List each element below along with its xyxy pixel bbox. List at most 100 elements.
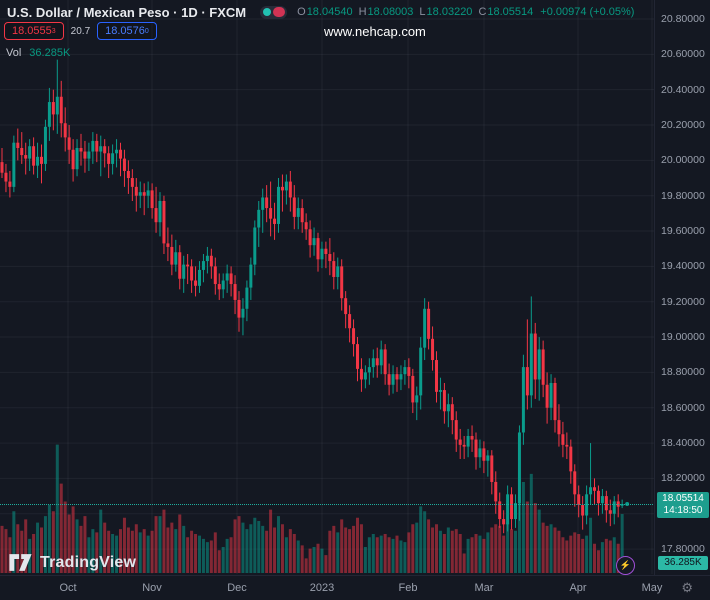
volume-bar	[213, 532, 217, 573]
candle-body	[510, 494, 514, 520]
sell-bid-button[interactable]: 18.0555 3	[4, 22, 64, 40]
volume-bar	[36, 522, 40, 573]
candle-body	[296, 208, 300, 217]
candle-body	[419, 347, 423, 396]
volume-bar	[569, 535, 573, 573]
candle-body	[596, 490, 600, 504]
volume-bar	[284, 537, 288, 573]
volume-bar	[4, 529, 8, 573]
candle-body	[170, 246, 174, 265]
volume-bar	[99, 509, 103, 573]
volume-bar	[209, 540, 213, 573]
candle-body	[431, 338, 435, 361]
buy-ask-button[interactable]: 18.0576 0	[97, 22, 157, 40]
volume-bar	[24, 519, 28, 573]
gear-icon[interactable]: ⚙	[681, 580, 693, 595]
candle-body	[537, 349, 541, 380]
volume-bar	[585, 535, 589, 573]
volume-bar	[383, 534, 387, 573]
candle-body	[391, 374, 395, 385]
candle-body	[130, 178, 134, 187]
volume-bar	[20, 530, 24, 573]
volume-bar	[40, 527, 43, 573]
time-axis[interactable]: ⚙ Oct Nov Dec 2023 Feb Mar Apr May	[0, 575, 710, 600]
candle-body	[379, 349, 383, 366]
candle-body	[126, 170, 130, 179]
candle-body	[273, 218, 277, 224]
tradingview-logo-link[interactable]: TradingView	[8, 552, 136, 573]
candle-body	[201, 261, 205, 270]
volume-bar	[205, 542, 209, 573]
volume-bar	[593, 543, 596, 573]
volume-bar	[458, 534, 462, 573]
price-axis[interactable]: 20.80000 20.60000 20.40000 20.20000 20.00000…	[654, 0, 710, 575]
volume-bar	[427, 519, 431, 573]
volume-bar	[494, 524, 498, 573]
volume-bar	[514, 530, 517, 573]
volume-bar	[438, 530, 442, 573]
volume-bar	[146, 535, 150, 573]
last-price-axis-label: 18.05514 14:18:50	[657, 492, 709, 518]
volume-bar	[407, 532, 411, 573]
volume-bar	[296, 540, 300, 573]
chart-legend: U.S. Dollar / Mexican Peso · 1D · FXCM O…	[7, 4, 634, 20]
candle-body	[533, 333, 537, 380]
boost-button[interactable]: ⚡	[616, 556, 635, 575]
bid-price-fraction: 3	[51, 27, 56, 35]
volume-bar	[450, 530, 454, 573]
volume-bar	[442, 534, 446, 573]
candle-body	[257, 209, 261, 228]
volume-bar	[352, 525, 356, 573]
low-letter: L	[419, 6, 426, 18]
volume-bar	[589, 517, 593, 573]
symbol-title[interactable]: U.S. Dollar / Mexican Peso · 1D · FXCM	[7, 4, 247, 20]
candle-body	[233, 284, 237, 300]
volume-bar	[154, 516, 158, 573]
candle-body	[438, 390, 442, 392]
volume-bar	[431, 527, 435, 573]
candle-body	[415, 395, 419, 403]
volume-bar	[150, 530, 154, 573]
candle-body	[383, 349, 387, 375]
volume-bar	[379, 535, 383, 573]
candle-body	[529, 333, 533, 396]
candle-body	[209, 255, 213, 267]
volume-bar	[411, 524, 415, 573]
candle-body	[103, 146, 107, 154]
volume-bar	[502, 535, 506, 573]
time-tick-label: Oct	[59, 582, 77, 594]
volume-bar	[198, 535, 201, 573]
candle-body	[561, 434, 565, 445]
candle-body	[154, 208, 158, 223]
volume-label: Vol	[6, 47, 22, 59]
volume-bar	[237, 516, 241, 573]
candle-body	[36, 156, 40, 166]
volume-bar	[257, 521, 261, 573]
price-tick-label: 20.20000	[661, 119, 705, 132]
candle-body	[119, 149, 122, 159]
volume-bar	[233, 519, 237, 573]
candle-body	[427, 308, 431, 339]
volume-bar	[95, 532, 99, 573]
price-tick-label: 18.20000	[661, 472, 705, 485]
candle-body	[514, 503, 517, 520]
candle-body	[12, 142, 16, 187]
candle-body	[332, 261, 336, 277]
candle-body	[557, 420, 561, 435]
volume-bar	[435, 524, 438, 573]
candle-body	[517, 432, 521, 504]
volume-bar	[581, 538, 585, 573]
price-tick-label: 18.40000	[661, 437, 705, 450]
volume-bar	[12, 511, 16, 573]
candle-body	[67, 137, 71, 150]
volume-bar	[87, 537, 91, 573]
market-status-toggle[interactable]	[260, 5, 288, 19]
volume-bar	[269, 509, 273, 573]
candle-body	[277, 186, 280, 224]
candle-body	[292, 197, 296, 217]
volume-bar	[241, 522, 245, 573]
tradingview-logo-text: TradingView	[40, 553, 137, 571]
candle-body	[190, 266, 194, 281]
